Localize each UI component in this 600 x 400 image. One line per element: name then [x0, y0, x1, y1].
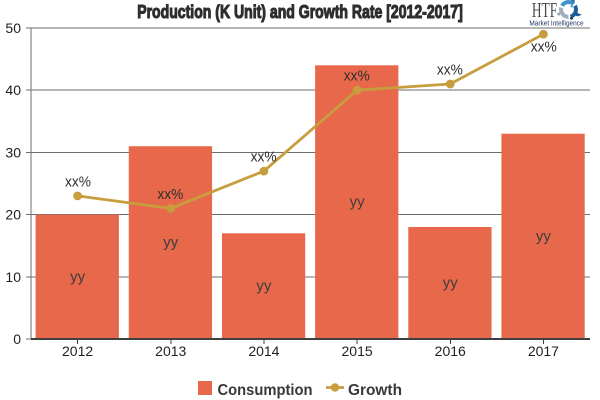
svg-text:Growth: Growth [348, 382, 402, 399]
svg-text:Market Intelligence: Market Intelligence [529, 20, 583, 28]
svg-text:xx%: xx% [251, 149, 277, 166]
svg-text:xx%: xx% [65, 173, 91, 190]
svg-text:yy: yy [536, 228, 552, 245]
svg-text:30: 30 [5, 144, 21, 160]
svg-text:2015: 2015 [342, 343, 373, 359]
svg-text:2013: 2013 [155, 343, 186, 359]
svg-text:xx%: xx% [157, 186, 183, 203]
svg-text:2012: 2012 [62, 343, 93, 359]
svg-text:40: 40 [5, 82, 21, 98]
svg-text:2016: 2016 [435, 343, 466, 359]
svg-text:2014: 2014 [248, 343, 279, 359]
svg-text:yy: yy [70, 268, 86, 285]
svg-text:50: 50 [5, 20, 21, 36]
svg-text:yy: yy [443, 275, 459, 292]
svg-text:yy: yy [256, 278, 272, 295]
svg-text:Consumption: Consumption [218, 382, 313, 399]
svg-text:Production (K Unit) and Growth: Production (K Unit) and Growth Rate [201… [137, 2, 463, 22]
svg-text:HTF: HTF [532, 0, 558, 22]
svg-text:yy: yy [163, 234, 179, 251]
svg-text:2017: 2017 [528, 343, 559, 359]
svg-text:xx%: xx% [437, 62, 463, 79]
svg-text:yy: yy [350, 194, 366, 211]
svg-text:10: 10 [5, 269, 21, 285]
svg-text:xx%: xx% [344, 68, 370, 85]
svg-text:0: 0 [13, 331, 21, 347]
svg-text:xx%: xx% [531, 39, 557, 56]
svg-text:20: 20 [5, 207, 21, 223]
